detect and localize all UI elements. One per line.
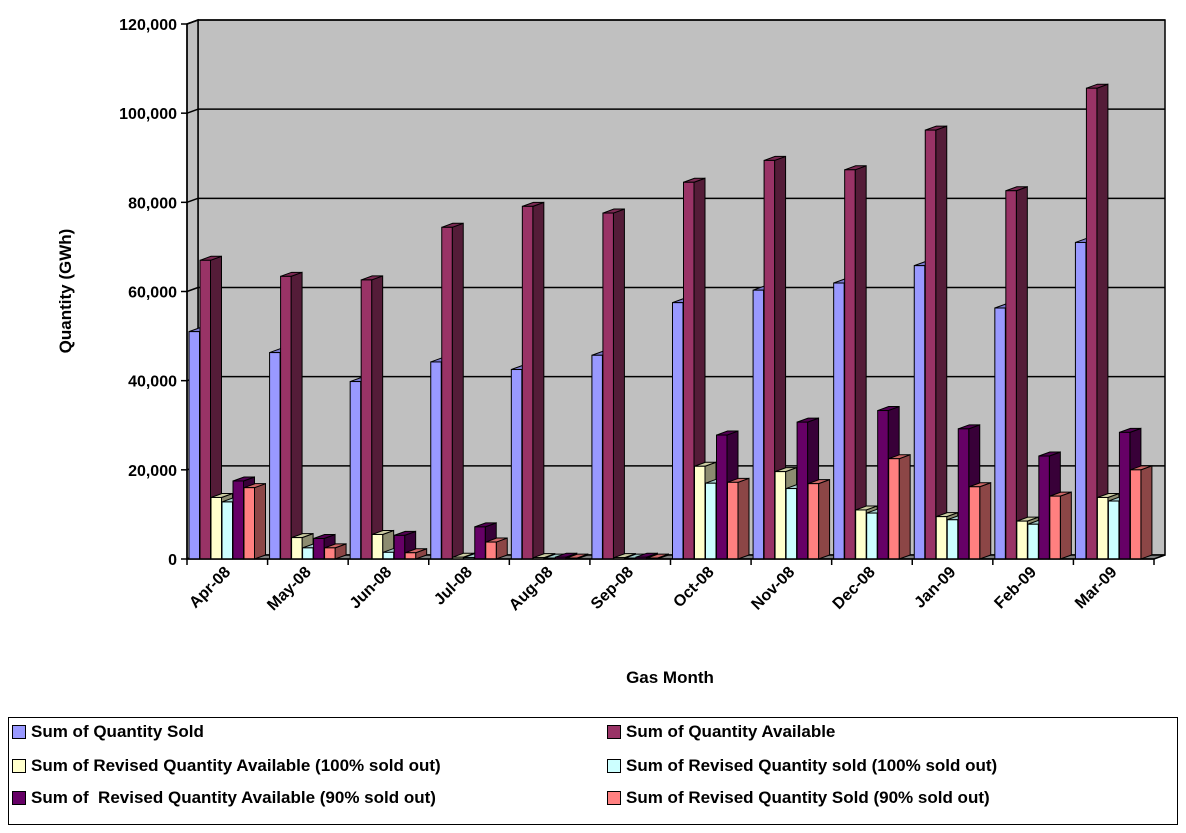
y-tick-label: 60,000	[128, 285, 177, 302]
bar	[521, 201, 545, 560]
legend-label: Sum of Revised Quantity Sold (90% sold o…	[626, 788, 990, 807]
legend-label: Sum of Quantity Available	[626, 722, 836, 741]
y-axis-title: Quantity (GWh)	[56, 229, 75, 354]
bar	[243, 482, 266, 560]
x-tick-label: Mar-09	[1072, 564, 1121, 613]
legend-label: Sum of Quantity Sold	[31, 722, 204, 741]
x-tick-label: Apr-08	[186, 564, 234, 612]
legend-item: Sum of Revised Quantity Sold (90% sold o…	[607, 786, 990, 810]
bar	[280, 271, 303, 560]
legend-swatch	[607, 759, 621, 773]
x-tick-label: Jan-09	[911, 564, 959, 612]
bar	[807, 478, 831, 560]
bar	[1005, 186, 1028, 560]
x-tick-label: Jul-08	[431, 564, 476, 609]
gridline-side	[186, 286, 199, 293]
legend-label: Sum of Revised Quantity Available (100% …	[31, 756, 441, 775]
bar	[360, 275, 384, 560]
y-tick-label: 20,000	[128, 463, 177, 480]
bar	[924, 125, 948, 560]
bar-series	[188, 83, 1153, 560]
x-tick-label: Aug-08	[506, 564, 556, 614]
legend-swatch	[607, 791, 621, 805]
legend-item: Sum of Revised Quantity sold (100% sold …	[607, 754, 997, 778]
legend-swatch	[12, 791, 26, 805]
legend-swatch	[12, 759, 26, 773]
gridline-side	[186, 197, 199, 204]
x-tick-label: Oct-08	[670, 564, 717, 611]
bar	[1049, 491, 1072, 560]
x-tick-label: May-08	[264, 564, 314, 614]
x-tick-label: Sep-08	[588, 564, 637, 613]
bar-chart: 020,00040,00060,00080,000100,000120,000 …	[56, 17, 1166, 687]
y-axis: 0 20,000 40,000 60,000 80,000 100,000 120,000	[119, 17, 188, 569]
y-tick-label: 120,000	[119, 17, 177, 34]
y-tick-label: 40,000	[128, 374, 177, 391]
legend-label: Sum of Revised Quantity sold (100% sold …	[626, 756, 998, 775]
legend-item: Sum of Quantity Available	[607, 720, 835, 744]
bar	[844, 165, 867, 560]
gridline-side	[186, 19, 199, 25]
bar	[646, 553, 669, 560]
y-tick-label: 80,000	[128, 195, 177, 212]
legend-item: Sum of Revised Quantity Available (100% …	[12, 754, 441, 778]
x-axis: Apr-08 May-08 Jun-08 Jul-08 Aug-08 Sep-08 Oct-…	[186, 558, 1155, 614]
gridline-side	[186, 108, 199, 114]
legend: Sum of Quantity Sold Sum of Quantity Avai…	[8, 717, 1178, 825]
legend-item: Sum of Revised Quantity Available (90% s…	[12, 786, 436, 810]
y-tick-label: 100,000	[119, 106, 177, 123]
bar	[602, 208, 625, 560]
bar	[485, 537, 508, 560]
x-tick-label: Dec-08	[830, 564, 879, 613]
x-tick-label: Nov-08	[748, 564, 798, 614]
x-axis-title: Gas Month	[626, 668, 714, 687]
legend-swatch	[12, 725, 26, 739]
legend-item: Sum of Quantity Sold	[12, 720, 204, 744]
bar	[441, 222, 464, 560]
x-tick-label: Jun-08	[347, 564, 396, 613]
bar	[968, 482, 992, 560]
x-tick-label: Feb-09	[991, 564, 1040, 613]
bar	[1129, 465, 1153, 560]
bar	[888, 453, 911, 560]
legend-label: Sum of Revised Quantity Available (90% s…	[31, 788, 436, 807]
legend-swatch	[607, 725, 621, 739]
y-tick-label: 0	[168, 552, 177, 569]
bar	[1085, 83, 1109, 560]
bar	[727, 477, 750, 560]
bar	[324, 543, 347, 560]
